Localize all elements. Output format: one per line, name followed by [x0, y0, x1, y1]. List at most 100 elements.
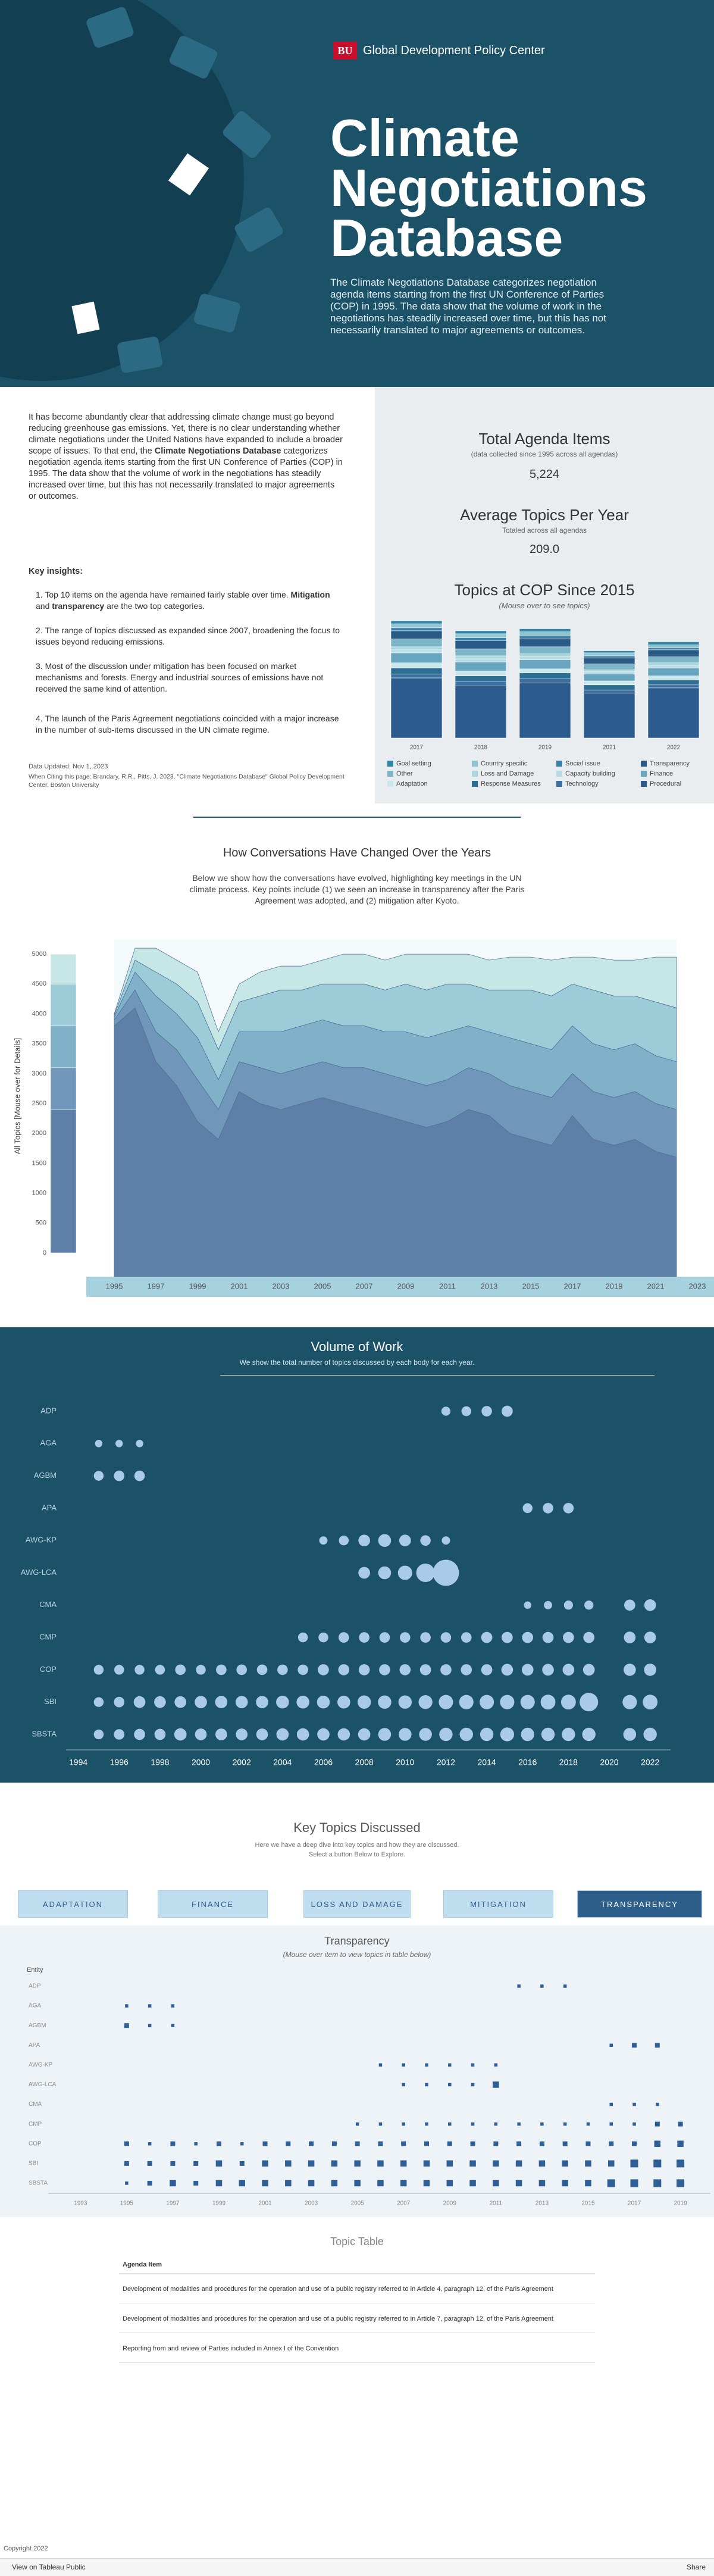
text: and — [36, 601, 52, 611]
dot — [539, 2141, 544, 2146]
dot — [308, 2160, 315, 2167]
topic-button[interactable]: LOSS AND DAMAGE — [303, 1890, 411, 1918]
copyright: Copyright 2022 — [4, 2545, 48, 2552]
dot — [544, 1600, 553, 1609]
dot — [378, 2063, 383, 2067]
dot — [446, 2180, 453, 2187]
dot — [124, 2023, 129, 2028]
dot — [448, 2122, 452, 2126]
dot — [440, 1632, 452, 1643]
dot — [418, 1695, 433, 1709]
dot — [441, 1536, 450, 1545]
dot — [174, 1696, 187, 1708]
legend-swatch — [641, 771, 647, 777]
chart-subtitle: (Mouse over to see topics) — [499, 601, 590, 610]
bar-segment — [583, 655, 635, 658]
dot — [402, 2122, 405, 2126]
dot — [461, 1632, 472, 1643]
dot — [337, 1695, 350, 1709]
dot — [624, 1664, 636, 1676]
dot — [643, 1695, 658, 1710]
bar-segment — [647, 667, 700, 676]
dot — [359, 1632, 369, 1643]
x-tick-label: 1993 — [74, 2200, 87, 2207]
dot — [339, 1632, 349, 1643]
insight: 2. The range of topics discussed as expa… — [36, 626, 340, 646]
dot — [494, 2063, 498, 2067]
dot — [494, 2122, 498, 2126]
dot — [632, 2141, 637, 2146]
dot — [542, 1664, 554, 1676]
dot — [114, 1696, 125, 1708]
x-tick-label: 2019 — [606, 1281, 623, 1290]
y-tick-label: SBSTA — [29, 2180, 48, 2187]
bar-segment — [647, 642, 700, 645]
bar-segment — [647, 649, 700, 657]
dot — [632, 2122, 636, 2126]
table-row[interactable]: Development of modalities and procedures… — [119, 2275, 595, 2303]
x-tick-label: 2019 — [538, 745, 552, 751]
dot — [136, 1440, 143, 1448]
dot — [609, 2122, 613, 2126]
topic-button[interactable]: TRANSPARENCY — [577, 1890, 702, 1918]
divider — [193, 817, 521, 818]
area-chart: 1995 1997 1999 2001 2003 2005 2007 2009 2011 2013… — [12, 939, 714, 1297]
dot — [125, 2181, 129, 2185]
dot — [134, 1728, 145, 1740]
dot — [171, 2004, 175, 2008]
dot — [540, 1695, 556, 1710]
section-subtitle: Here we have a deep dive into key topics… — [255, 1842, 459, 1849]
bar-segment — [390, 677, 443, 739]
bar-segment — [519, 659, 571, 670]
text: 1. Top 10 items on the agenda have remai… — [36, 590, 291, 599]
dot — [502, 1405, 513, 1417]
dot — [583, 1631, 595, 1643]
x-tick-label: 2021 — [603, 745, 616, 751]
y-tick-label: CMP — [29, 2121, 42, 2127]
dot — [216, 2141, 221, 2146]
dot — [296, 1695, 309, 1709]
dot — [654, 2140, 661, 2147]
dot — [448, 2083, 452, 2087]
dot — [124, 2141, 129, 2146]
legend-swatch — [641, 781, 647, 787]
dot — [195, 1728, 207, 1740]
y-tick-label: AGA — [40, 1439, 57, 1448]
dot — [653, 2159, 662, 2168]
dot — [134, 1470, 145, 1481]
dot — [562, 2180, 568, 2187]
dot — [563, 1503, 574, 1514]
y-tick-label: SBI — [29, 2161, 38, 2167]
table-row[interactable]: Development of modalities and procedures… — [119, 2305, 595, 2333]
dot — [677, 2159, 685, 2168]
dot — [378, 2141, 383, 2146]
bar-segment — [455, 661, 507, 671]
bar-segment — [519, 632, 571, 636]
total-bar-segment — [50, 983, 77, 1026]
topic-button[interactable]: MITIGATION — [443, 1890, 553, 1918]
topic-button[interactable]: FINANCE — [158, 1890, 268, 1918]
dot — [93, 1729, 104, 1740]
dot — [609, 2043, 613, 2047]
topic-button[interactable]: ADAPTATION — [18, 1890, 128, 1918]
dot — [562, 2141, 568, 2146]
bar-segment — [390, 652, 443, 664]
dot — [678, 2121, 683, 2127]
tableau-link[interactable]: View on Tableau Public — [12, 2563, 86, 2571]
dot — [235, 1696, 248, 1709]
dot — [480, 1727, 494, 1742]
table-row[interactable]: Reporting from and review of Parties inc… — [119, 2334, 595, 2363]
bar-segment — [390, 627, 443, 632]
dot — [256, 1696, 268, 1709]
dot — [215, 1696, 228, 1709]
y-tick-label: 4500 — [32, 980, 46, 987]
share-button[interactable]: Share — [686, 2563, 706, 2571]
dot — [399, 1728, 412, 1741]
y-tick-label: 1500 — [32, 1159, 46, 1167]
dot — [358, 1567, 370, 1579]
chart-title: Topics at COP Since 2015 — [454, 581, 635, 599]
bar-segment — [583, 689, 635, 693]
bar-segment — [390, 649, 443, 654]
x-tick-label: 1999 — [212, 2200, 226, 2207]
